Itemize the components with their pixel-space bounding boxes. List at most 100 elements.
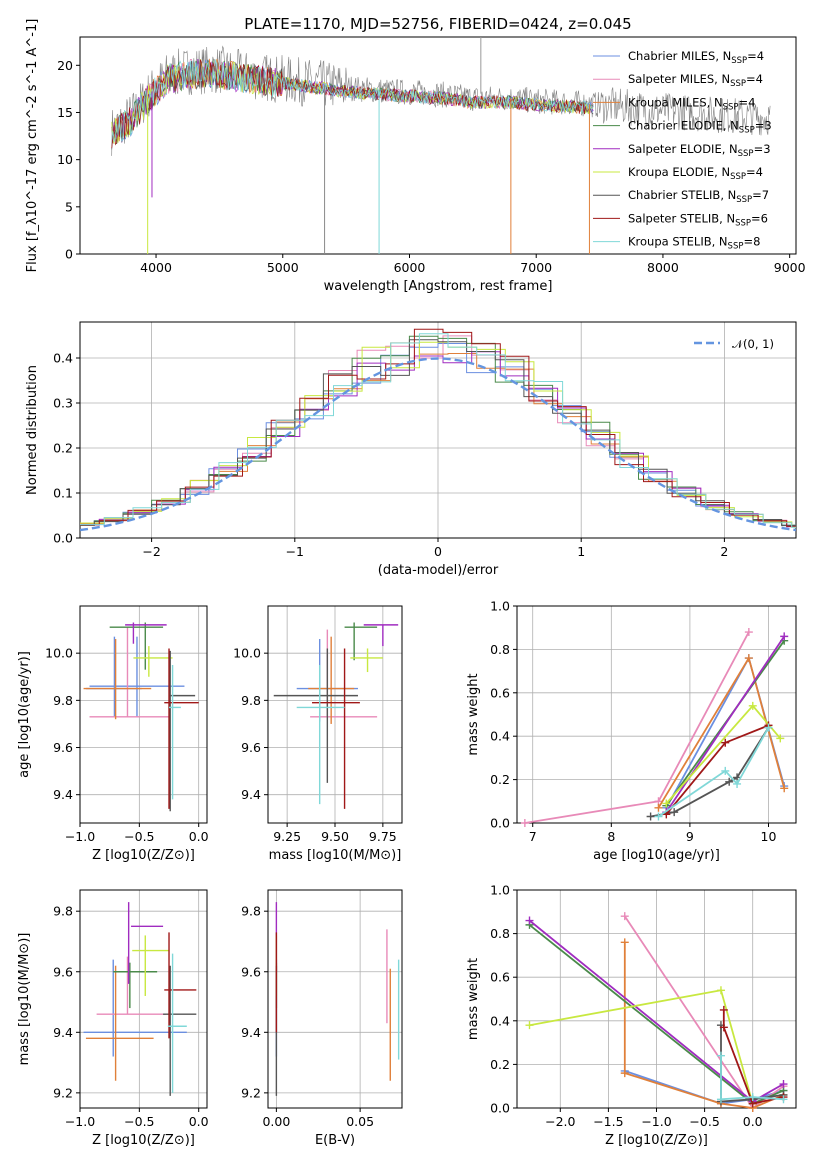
- age_vs_Z-frame: [79, 605, 208, 824]
- y-tick-label: 10: [57, 152, 73, 167]
- y-tick-label: 0.3: [53, 396, 73, 411]
- x-axis-label: (data-model)/error: [378, 563, 499, 578]
- y-tick-label: 0.8: [490, 642, 510, 657]
- mass_vs_ebv-grid: [268, 890, 402, 1108]
- y-tick-label: 1.0: [490, 883, 510, 898]
- spectrum-frame: [79, 36, 797, 255]
- y-tick-label: 0.4: [490, 1013, 510, 1028]
- normal-legend-label: 𝒩(0, 1): [732, 337, 774, 351]
- x-tick-label: −0.5: [124, 1114, 154, 1129]
- x-tick-label: −2: [142, 544, 160, 559]
- y-tick-label: 9.6: [53, 740, 73, 755]
- series-marker: [620, 1069, 629, 1078]
- y-tick-label: 0.0: [490, 1101, 510, 1116]
- spectrum-legend: Chabrier MILES, NSSP=4 Salpeter MILES, NS…: [593, 49, 772, 252]
- y-tick-label: 10.0: [45, 646, 73, 661]
- age_vs_Z-grid: [79, 606, 207, 823]
- residual-histograms: [80, 328, 796, 532]
- x-tick-label: 0.0: [189, 1114, 209, 1129]
- x-tick-label: −1.0: [641, 1114, 671, 1129]
- series-line: [529, 989, 754, 1104]
- series-marker: [716, 1095, 725, 1104]
- y-axis-label: mass weight: [466, 673, 481, 755]
- series-marker: [670, 808, 679, 817]
- series-marker: [776, 734, 785, 743]
- series-marker: [748, 1093, 757, 1102]
- y-tick-label: 0.0: [53, 531, 73, 546]
- y-tick-label: 9.6: [241, 740, 261, 755]
- series-marker: [719, 1005, 728, 1014]
- x-tick-label: −2.0: [545, 1114, 575, 1129]
- y-axis-label: mass [log10(M/M⊙)]: [17, 933, 32, 1066]
- series-marker: [716, 986, 725, 995]
- y-tick-label: 9.8: [241, 904, 261, 919]
- observed-spectrum: [111, 45, 771, 156]
- mw_vs_age-grid: [517, 605, 796, 824]
- x-axis-label: Z [log10(Z/Z⊙)]: [92, 848, 195, 863]
- series-marker: [520, 819, 529, 827]
- series-marker: [646, 812, 655, 821]
- y-tick-label: 9.6: [53, 964, 73, 979]
- residual-histogram: [80, 333, 796, 528]
- y-tick-label: 9.4: [53, 1025, 73, 1040]
- legend-entry: Chabrier STELIB, NSSP=7: [628, 188, 769, 205]
- mass_vs_ebv-frame: [267, 889, 403, 1109]
- series-marker: [525, 916, 534, 925]
- y-tick-label: 9.4: [241, 1025, 261, 1040]
- x-tick-label: 0: [434, 544, 442, 559]
- x-tick-label: 1: [577, 544, 585, 559]
- series-marker: [716, 1051, 725, 1060]
- x-tick-label: −1.0: [65, 829, 95, 844]
- x-axis-label: mass [log10(M/M⊙)]: [269, 848, 402, 863]
- x-tick-label: 4000: [140, 260, 172, 275]
- y-tick-label: 9.4: [241, 787, 261, 802]
- series-marker: [620, 938, 629, 947]
- y-tick-label: 0.6: [490, 970, 510, 985]
- x-axis-label: Z [log10(Z/Z⊙)]: [605, 1133, 708, 1148]
- residual-histogram: [80, 342, 796, 528]
- series-line: [720, 1055, 784, 1101]
- x-tick-label: −0.5: [689, 1114, 719, 1129]
- y-tick-label: 10.0: [233, 646, 261, 661]
- series-marker: [721, 738, 730, 747]
- x-tick-label: 9.25: [273, 829, 301, 844]
- mw_vs_Z-series: [525, 912, 788, 1112]
- x-tick-label: −0.5: [124, 829, 154, 844]
- x-tick-label: −1.5: [593, 1114, 623, 1129]
- series-marker: [654, 812, 663, 821]
- legend-entry: Salpeter MILES, NSSP=4: [628, 72, 763, 89]
- series-line: [665, 635, 785, 813]
- series-marker: [779, 1080, 788, 1089]
- series-marker: [719, 1023, 728, 1032]
- model-spectrum: [111, 58, 594, 144]
- y-tick-label: 0.2: [53, 441, 73, 456]
- page-title: PLATE=1170, MJD=52756, FIBERID=0424, z=0…: [244, 15, 631, 33]
- mw_vs_age-axes: 7 8 9 10 0.0 0.2 0.4 0.6 0.8 1.0 age [log10(age/yr…: [466, 599, 797, 863]
- y-tick-label: 0.6: [490, 685, 510, 700]
- y-tick-label: 0.2: [490, 1057, 510, 1072]
- y-tick-label: 5: [65, 199, 73, 214]
- x-tick-label: 6000: [394, 260, 426, 275]
- legend-entry: Salpeter STELIB, NSSP=6: [628, 211, 768, 228]
- x-tick-label: 7: [529, 829, 537, 844]
- y-tick-label: 0.4: [53, 351, 73, 366]
- series-marker: [764, 723, 773, 732]
- y-tick-label: 20: [57, 58, 73, 73]
- x-axis-label: E(B-V): [315, 1133, 355, 1148]
- series-marker: [744, 628, 753, 637]
- y-tick-label: 9.8: [53, 904, 73, 919]
- y-tick-label: 0.8: [490, 926, 510, 941]
- x-axis-label: age [log10(age/yr)]: [593, 848, 720, 863]
- x-axis-label: wavelength [Angstrom, rest frame]: [324, 279, 553, 294]
- y-axis-label: Normed distribution: [25, 365, 40, 495]
- mw_vs_age-series: [520, 628, 789, 827]
- mass_vs_ebv-errorbars: [275, 902, 400, 1096]
- series-marker: [721, 766, 730, 775]
- series-line: [657, 727, 770, 818]
- age_vs_mass-axes: 9.25 9.50 9.75 9.4 9.6 9.8 10.0 mass [log10(M/M…: [233, 605, 403, 863]
- x-tick-label: 10: [761, 829, 777, 844]
- y-tick-label: 0.2: [490, 772, 510, 787]
- x-tick-label: 0.05: [346, 1114, 374, 1129]
- series-marker: [780, 632, 789, 641]
